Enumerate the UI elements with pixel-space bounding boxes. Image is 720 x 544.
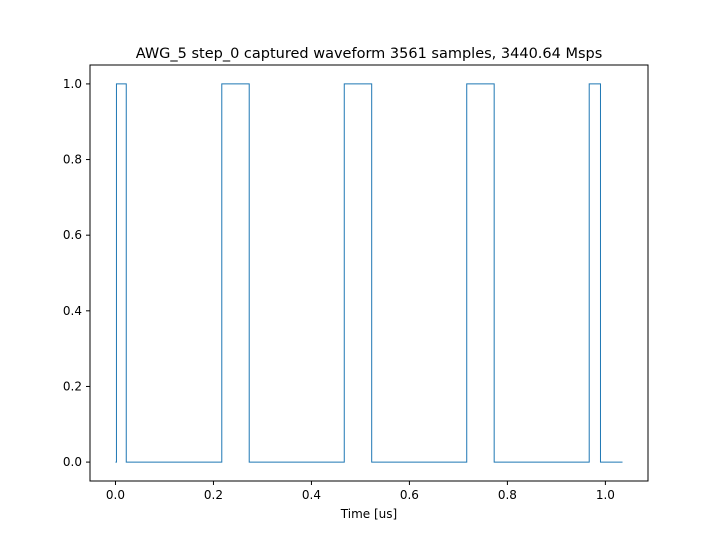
plot-frame [89,64,649,482]
x-tick-label: 1.0 [596,488,615,502]
x-tick-label: 0.6 [400,488,419,502]
y-tick-label: 0.2 [63,379,82,393]
x-axis: 0.0 0.2 0.4 0.6 0.8 1.0 [106,481,615,502]
x-tick-label: 0.4 [302,488,321,502]
x-axis-label: Time [us] [340,507,397,521]
y-tick-label: 0.8 [63,153,82,167]
x-tick-label: 0.0 [106,488,125,502]
y-tick-label: 0.4 [63,304,82,318]
chart-title: AWG_5 step_0 captured waveform 3561 samp… [136,46,603,62]
x-tick-label: 0.2 [204,488,223,502]
plot-area [89,64,649,482]
x-tick-label: 0.8 [498,488,517,502]
y-tick-label: 1.0 [63,77,82,91]
series-line [115,83,623,463]
y-tick-label: 0.6 [63,228,82,242]
y-axis: 0.0 0.2 0.4 0.6 0.8 1.0 [63,77,90,469]
y-tick-label: 0.0 [63,455,82,469]
